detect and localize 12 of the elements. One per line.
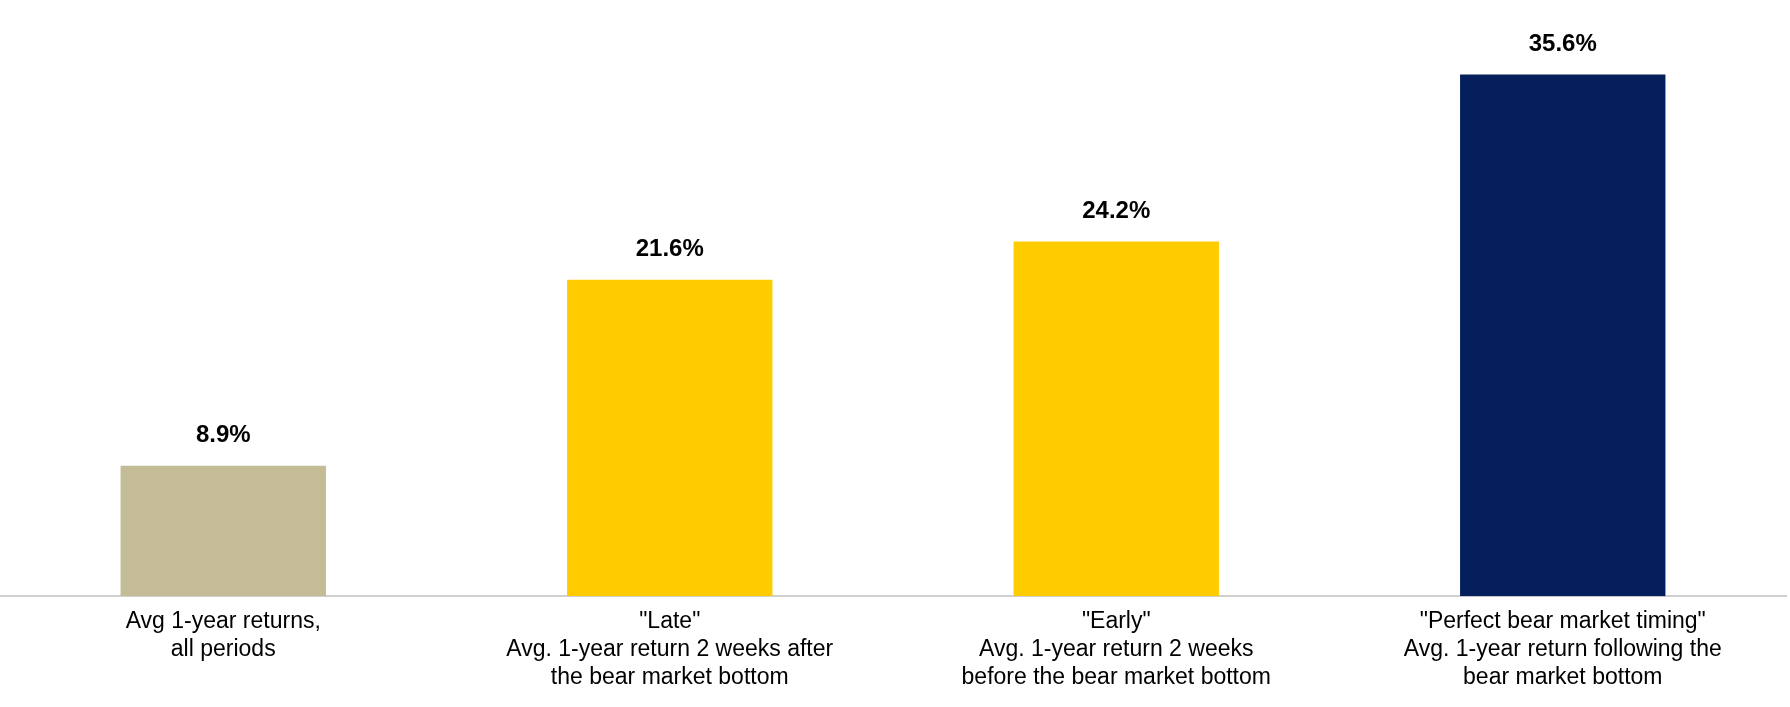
bar — [567, 279, 773, 597]
data-label: 8.9% — [195, 420, 251, 448]
x-tick-label: "Early" Avg. 1-year return 2 weeks before the bear market bottom — [961, 607, 1271, 689]
data-label: 35.6% — [1528, 29, 1597, 57]
data-label: 21.6% — [635, 234, 704, 262]
x-tick-label: "Late" Avg. 1-year return 2 weeks after the bear market bottom — [506, 607, 834, 689]
bar — [120, 465, 326, 597]
bar — [1460, 74, 1666, 597]
x-tick-label: Avg 1-year returns, all periods — [125, 607, 321, 661]
data-label: 24.2% — [1082, 196, 1151, 224]
x-tick-label: "Perfect bear market timing" Avg. 1-year return following the bear market bottom — [1403, 607, 1722, 689]
bar — [1013, 241, 1219, 597]
